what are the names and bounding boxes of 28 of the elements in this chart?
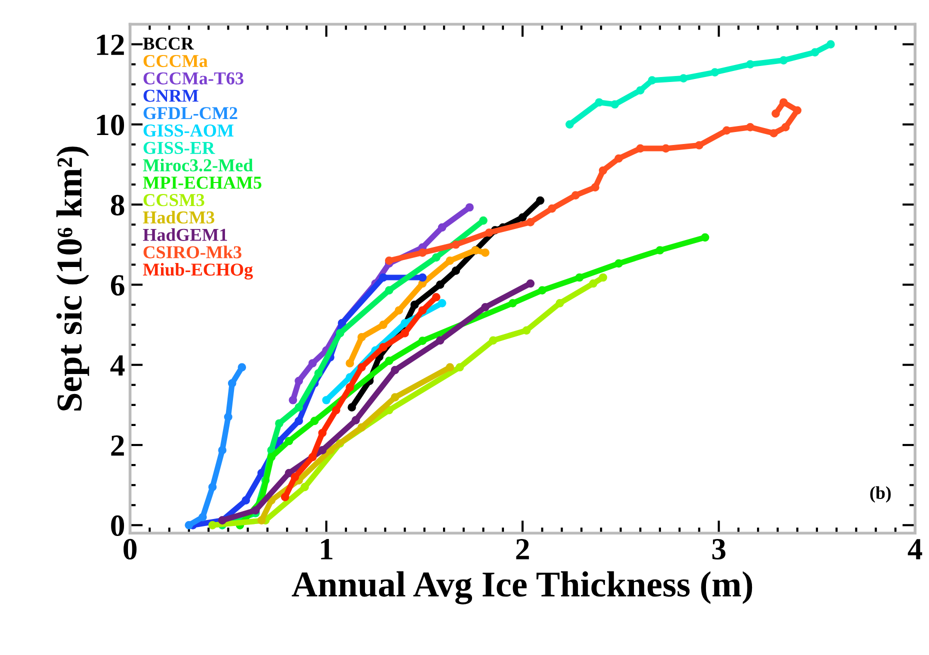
text: CCCMa <box>144 54 208 68</box>
text: HadCM3 <box>143 210 214 224</box>
y-tick-label: 4 <box>110 355 125 376</box>
y-tick-label: 10 <box>97 114 124 136</box>
x-tick-label: 4 <box>908 539 922 560</box>
y-tick-label: 2 <box>111 435 124 456</box>
text: Miub-ECHOg <box>143 263 253 280</box>
text: GFDL-CM2 <box>144 107 238 120</box>
text: CCSM3 <box>144 194 204 206</box>
annotation: (b) <box>870 486 891 503</box>
text: CCCMa-T63 <box>144 72 244 84</box>
text: CSIRO-Mk3 <box>144 246 242 258</box>
x-tick-label: 3 <box>712 539 726 560</box>
y-tick-label: 8 <box>110 194 124 216</box>
text: Miroc3.2-Med <box>143 158 253 172</box>
text: GISS-AOM <box>144 124 234 137</box>
text: HadGEM1 <box>143 228 228 241</box>
text: CNRM <box>144 90 198 102</box>
text: GISS-ER <box>144 142 216 154</box>
y-tick-label: 6 <box>110 275 124 296</box>
y-tick-label: 12 <box>97 34 124 55</box>
x-axis-title: Annual Avg Ice Thickness (m) <box>292 571 752 604</box>
x-tick-label: 1 <box>321 539 332 560</box>
legend-label: BCCR <box>143 38 194 50</box>
text: MPI-ECHAM5 <box>143 176 262 189</box>
y-tick-label: 0 <box>111 515 124 536</box>
y-axis-title: Sept sic (10⁶ km²) <box>56 146 90 410</box>
x-tick-label: 2 <box>516 539 529 560</box>
